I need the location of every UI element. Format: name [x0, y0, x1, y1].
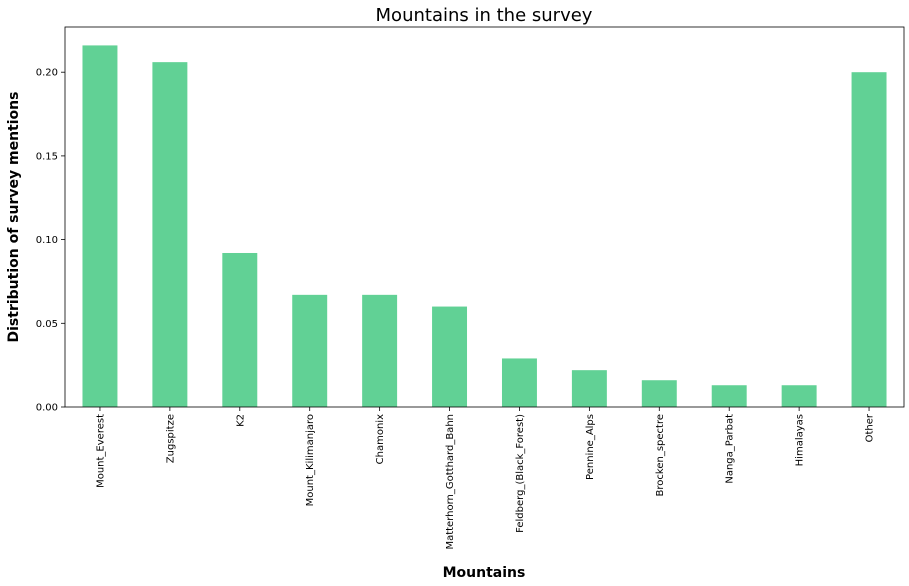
bar-Chamonix	[362, 294, 398, 407]
x-tick-label: Chamonix	[375, 414, 386, 464]
y-axis-label: Distribution of survey mentions	[6, 92, 22, 343]
x-tick-label: Feldberg_(Black_Forest)	[515, 414, 526, 533]
x-tick-label: Nanga_Parbat	[725, 414, 736, 484]
y-axis-ticks: 0.00 0.05 0.10 0.15 0.20	[36, 68, 65, 414]
y-tick-label: 0.05	[36, 319, 58, 330]
x-axis-label: Mountains	[443, 565, 526, 581]
x-axis-ticks: Mount_Everest Zugspitze K2 Mount_Kilimanjar…	[95, 407, 876, 550]
bar-Mount_Kilimanjaro	[292, 294, 328, 407]
bar-Zugspitze	[152, 62, 188, 408]
x-tick-label: Other	[865, 413, 876, 442]
x-tick-label: Mount_Everest	[95, 414, 106, 488]
bar-Brocken_spectre	[641, 380, 677, 407]
x-tick-label: Mount_Kilimanjaro	[305, 414, 316, 506]
bar-Himalayas	[781, 385, 817, 407]
bar-Matterhorn_Gotthard_Bahn	[432, 306, 468, 407]
bar-Feldberg_(Black_Forest)	[501, 358, 537, 407]
bar-K2	[222, 252, 258, 407]
x-tick-label: Pennine_Alps	[585, 414, 596, 480]
plot-frame	[64, 26, 905, 408]
bar-Nanga_Parbat	[711, 385, 747, 407]
bar-Mount_Everest	[82, 45, 118, 407]
x-tick-label: Matterhorn_Gotthard_Bahn	[445, 414, 456, 550]
bar-Other	[851, 72, 887, 407]
chart-title: Mountains in the survey	[376, 5, 593, 26]
x-tick-label: Zugspitze	[165, 414, 176, 463]
x-tick-label: Himalayas	[795, 414, 806, 466]
x-tick-label: K2	[235, 414, 246, 427]
bars-group	[82, 45, 887, 408]
y-tick-label: 0.00	[36, 403, 58, 414]
x-tick-label: Brocken_spectre	[655, 414, 666, 496]
bar-Pennine_Alps	[571, 370, 607, 407]
y-tick-label: 0.20	[36, 68, 58, 79]
y-tick-label: 0.10	[36, 235, 58, 246]
y-tick-label: 0.15	[36, 151, 58, 162]
